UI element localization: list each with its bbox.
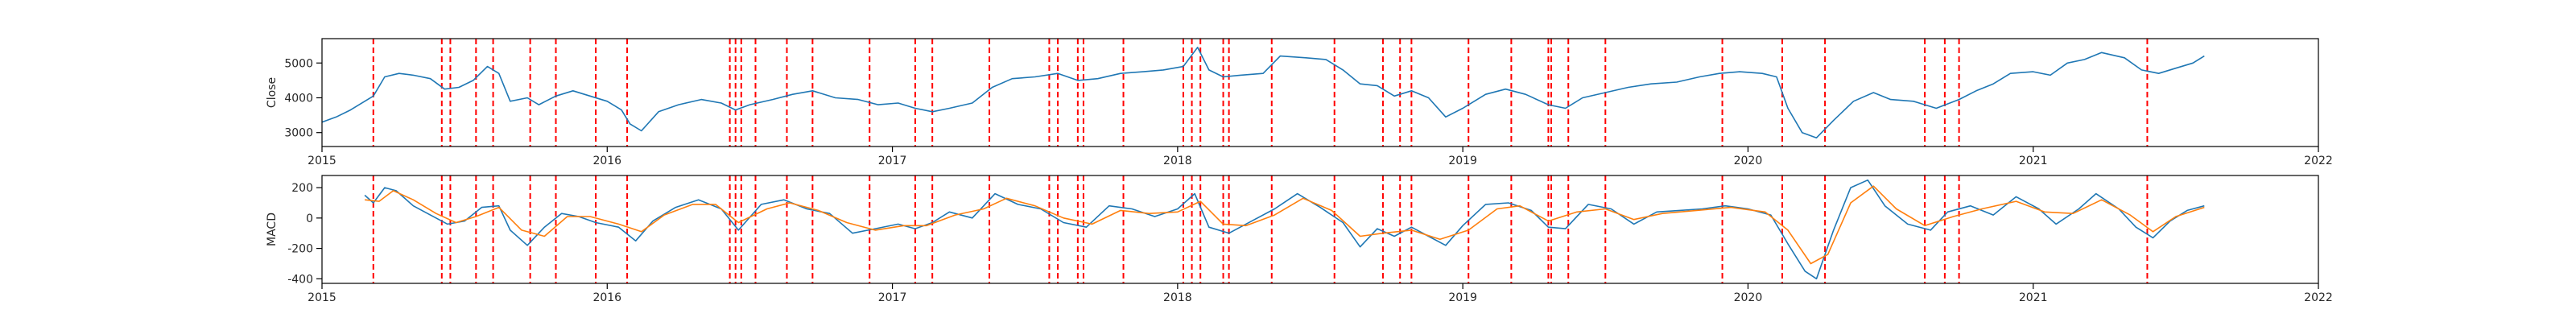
close-series-line-0 — [322, 47, 2205, 138]
close-y-tick-label-1: 4000 — [284, 92, 313, 105]
macd-x-tick-label-7: 2022 — [2304, 291, 2333, 304]
macd-y-tick-label-3: 200 — [291, 182, 313, 195]
macd-axes-frame — [321, 175, 2319, 284]
close-y-ticks: 3000 4000 5000 — [284, 57, 322, 140]
close-x-tick-label-4: 2019 — [1448, 155, 1477, 167]
macd-series — [364, 179, 2205, 280]
macd-y-ticks: -400 -200 0 200 — [287, 182, 322, 286]
macd-y-axis-label: MACD — [266, 213, 279, 246]
close-x-tick-label-0: 2015 — [308, 155, 336, 167]
macd-x-tick-label-0: 2015 — [308, 291, 336, 304]
macd-panel: -400 -200 0 200 2015 2016 2017 2018 2019 2020 202… — [266, 175, 2333, 304]
close-x-tick-label-1: 2016 — [592, 155, 621, 167]
close-x-ticks: 2015 2016 2017 2018 2019 2020 2021 2022 — [308, 147, 2333, 167]
close-x-tick-label-7: 2022 — [2304, 155, 2333, 167]
macd-y-tick-label-0: -400 — [287, 273, 313, 286]
close-series — [322, 47, 2205, 138]
macd-y-tick-label-2: 0 — [306, 213, 313, 225]
macd-x-tick-label-6: 2021 — [2019, 291, 2048, 304]
macd-x-tick-label-4: 2019 — [1448, 291, 1477, 304]
close-axes-frame — [321, 38, 2319, 147]
close-x-tick-label-5: 2020 — [1734, 155, 1763, 167]
macd-x-tick-label-5: 2020 — [1734, 291, 1763, 304]
close-y-axis-label: Close — [266, 77, 279, 108]
macd-series-line-1 — [365, 185, 2205, 265]
macd-x-tick-label-2: 2017 — [878, 291, 907, 304]
close-y-tick-label-0: 3000 — [284, 127, 313, 140]
close-x-tick-label-6: 2021 — [2019, 155, 2048, 167]
close-y-tick-label-2: 5000 — [284, 57, 313, 70]
macd-x-tick-label-1: 2016 — [592, 291, 621, 304]
close-x-tick-label-2: 2017 — [878, 155, 907, 167]
macd-x-tick-label-3: 2018 — [1163, 291, 1192, 304]
macd-plot-area — [364, 175, 2205, 283]
macd-y-tick-label-1: -200 — [287, 243, 313, 256]
close-event-lines — [372, 39, 2149, 147]
close-price-plot-area — [322, 39, 2205, 147]
macd-x-ticks: 2015 2016 2017 2018 2019 2020 2021 2022 — [308, 283, 2333, 304]
close-x-tick-label-3: 2018 — [1163, 155, 1192, 167]
macd-event-lines — [372, 175, 2149, 283]
close-price-panel: 3000 4000 5000 2015 2016 2017 2018 2019 2020 202… — [266, 38, 2333, 167]
macd-series-line-0 — [364, 179, 2205, 280]
